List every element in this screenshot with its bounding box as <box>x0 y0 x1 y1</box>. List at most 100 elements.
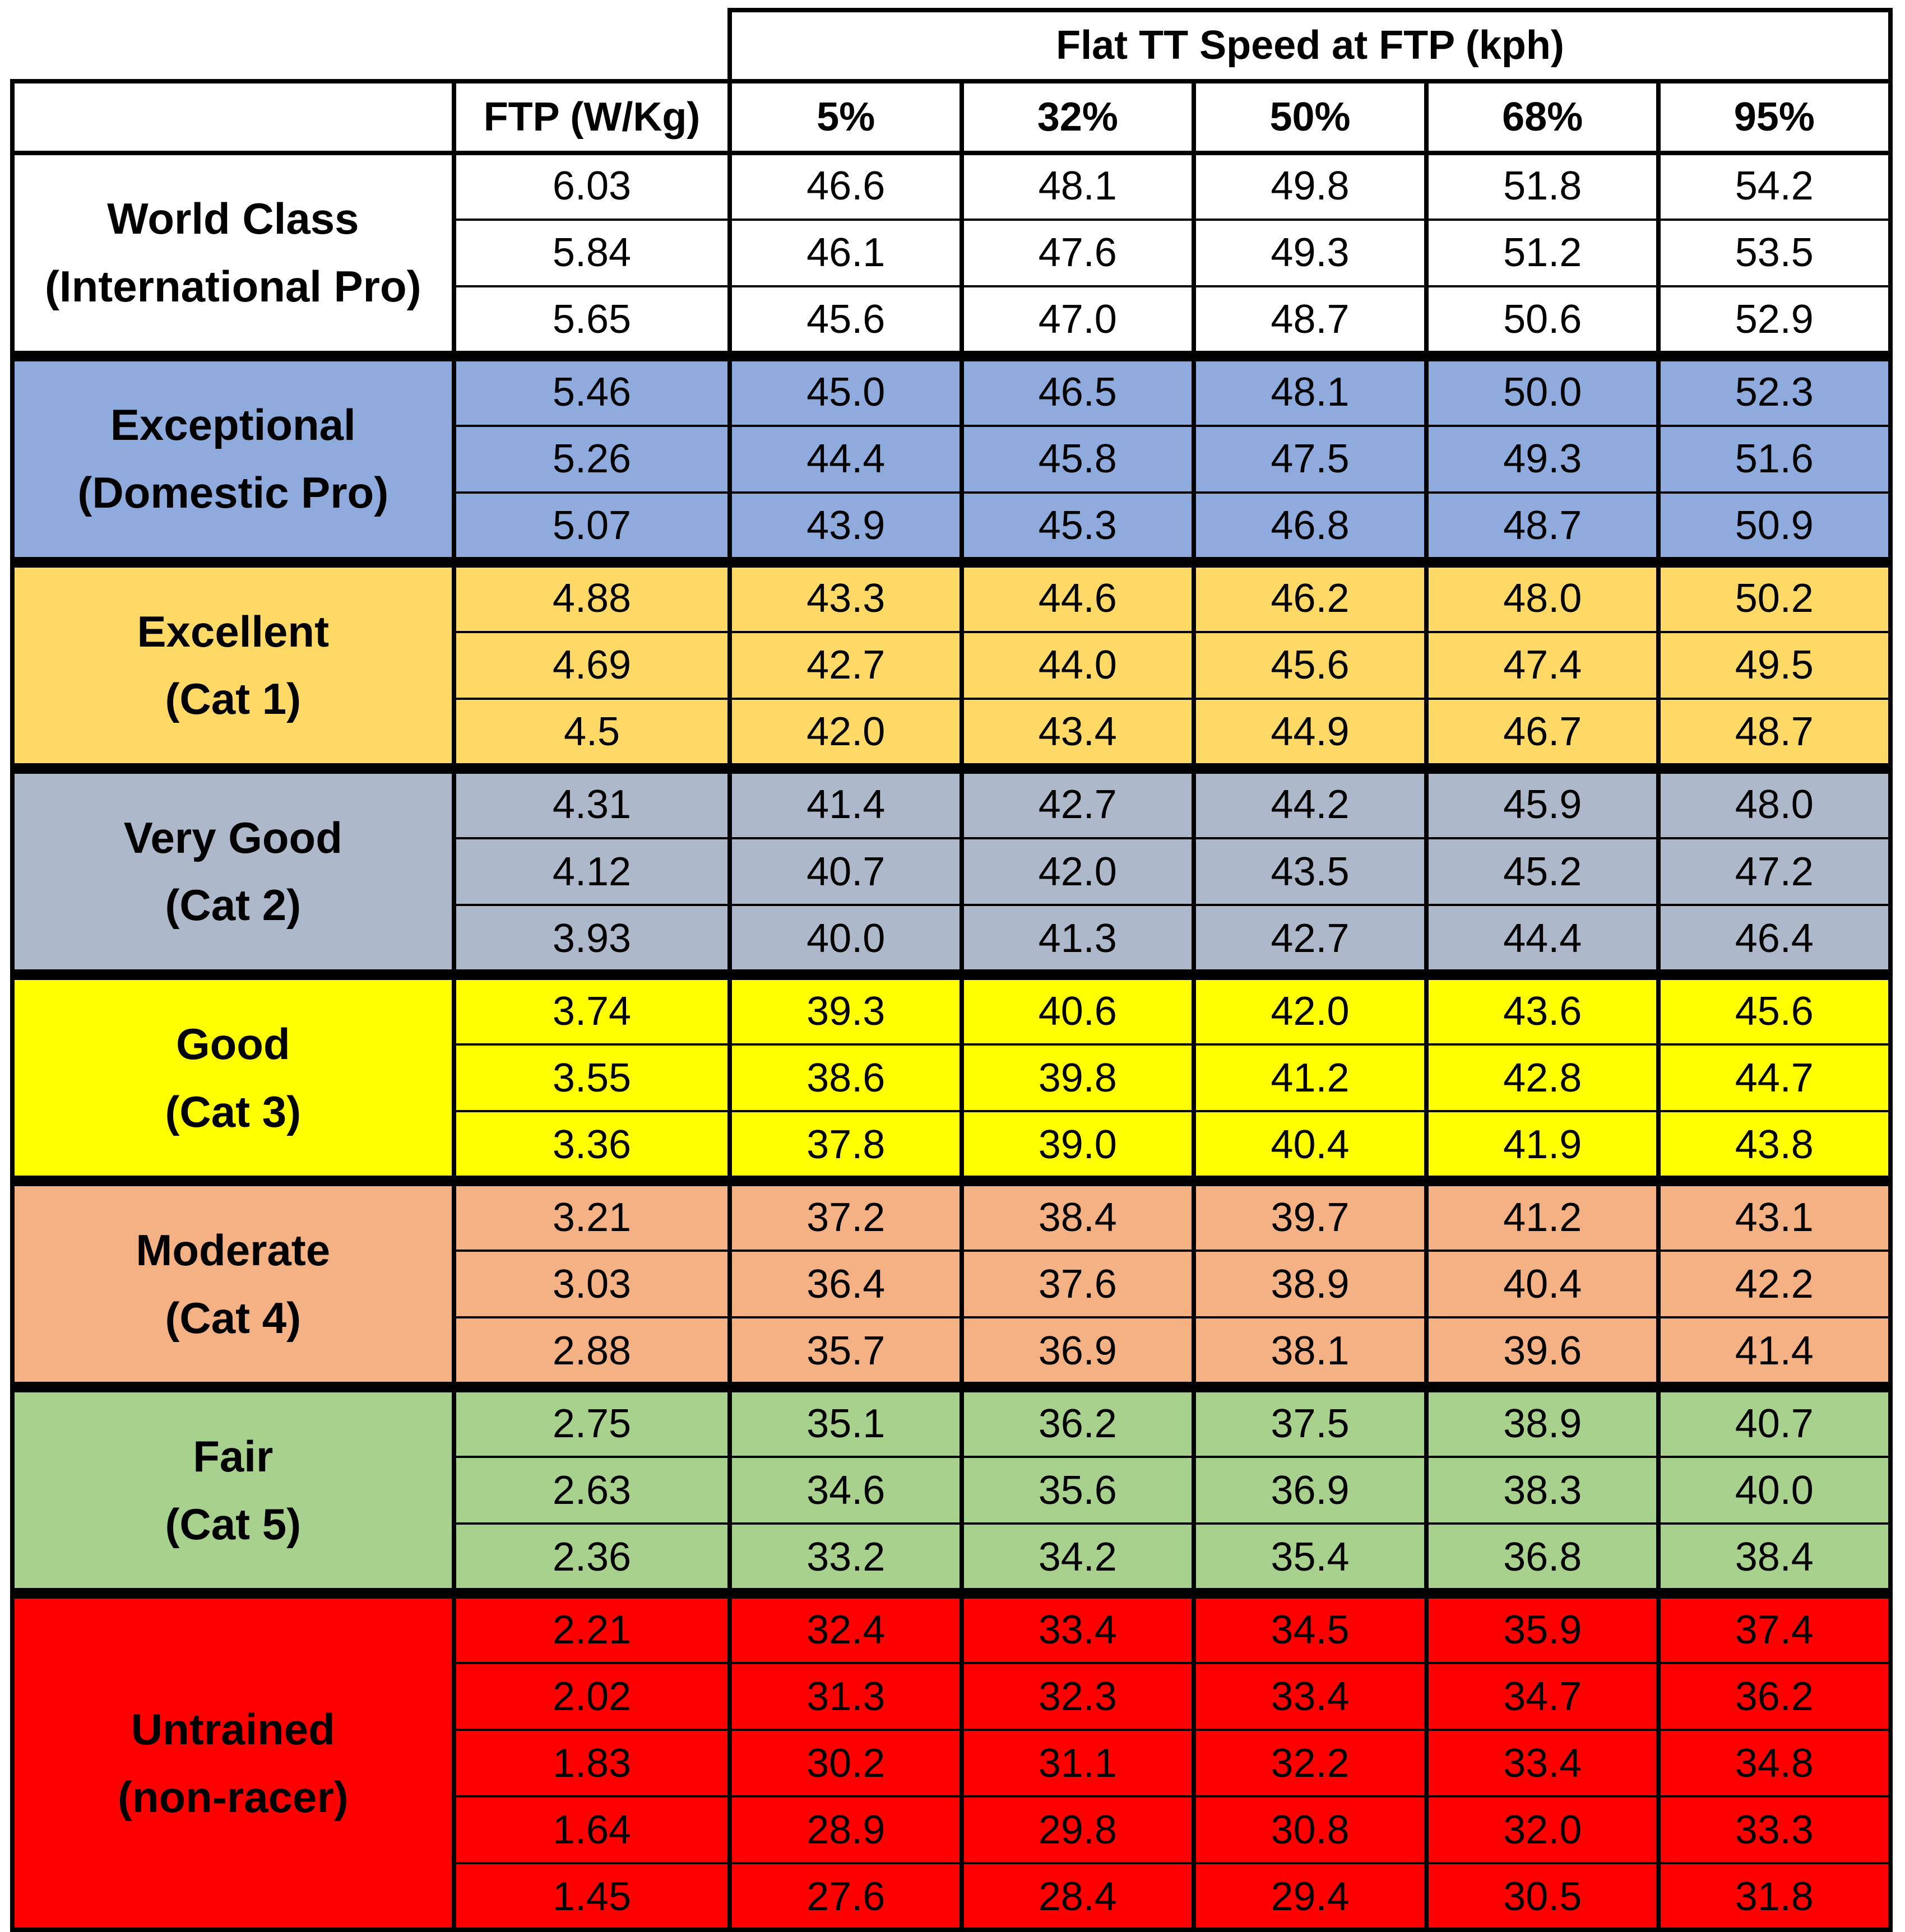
speed-value-cell: 47.0 <box>962 286 1194 353</box>
group-gap <box>10 559 1893 565</box>
category-label: Exceptional (Domestic Pro) <box>12 359 454 559</box>
speed-value-cell: 50.9 <box>1658 492 1890 559</box>
speed-value-cell: 42.0 <box>1193 978 1427 1045</box>
speed-value-cell: 46.1 <box>730 219 962 286</box>
speed-value-cell: 34.5 <box>1193 1596 1427 1664</box>
ftp-value-cell: 3.03 <box>453 1251 730 1318</box>
speed-value-cell: 43.3 <box>730 565 962 632</box>
speed-value-cell: 30.8 <box>1193 1796 1427 1864</box>
ftp-value-cell: 1.64 <box>453 1796 730 1864</box>
speed-value-cell: 38.4 <box>1658 1524 1890 1591</box>
speed-value-cell: 44.6 <box>962 565 1194 632</box>
column-header-percentile: 68% <box>1502 94 1583 140</box>
ftp-value-cell: 2.36 <box>453 1524 730 1591</box>
ftp-value-cell: 1.83 <box>453 1730 730 1797</box>
speed-value-cell: 36.2 <box>1658 1663 1890 1730</box>
speed-value-cell: 54.2 <box>1658 152 1890 220</box>
speed-value-cell: 44.0 <box>962 631 1194 699</box>
row-divider <box>453 1110 1890 1113</box>
group-gap <box>10 1384 1893 1391</box>
speed-value-cell: 42.7 <box>962 771 1194 838</box>
ftp-value-cell: 5.46 <box>453 359 730 426</box>
speed-value-cell: 43.5 <box>1193 838 1427 905</box>
speed-value-cell: 46.6 <box>730 152 962 220</box>
row-divider <box>453 1456 1890 1459</box>
speed-value-cell: 42.0 <box>730 698 962 765</box>
speed-value-cell: 40.6 <box>962 978 1194 1045</box>
table-title: Flat TT Speed at FTP (kph) <box>1056 23 1564 68</box>
speed-value-cell: 34.2 <box>962 1524 1194 1591</box>
group-gap <box>10 1590 1893 1597</box>
speed-value-cell: 52.9 <box>1658 286 1890 353</box>
speed-value-cell: 41.2 <box>1426 1184 1658 1251</box>
group-gap <box>10 972 1893 978</box>
speed-value-cell: 51.8 <box>1426 152 1658 220</box>
speed-value-cell: 32.0 <box>1426 1796 1658 1864</box>
speed-value-cell: 28.4 <box>962 1863 1194 1930</box>
column-header-percentile: 5% <box>817 94 875 140</box>
speed-value-cell: 31.3 <box>730 1663 962 1730</box>
group-border-top <box>10 150 1893 155</box>
speed-value-cell: 46.7 <box>1426 698 1658 765</box>
speed-value-cell: 38.1 <box>1193 1317 1427 1385</box>
ftp-value-cell: 5.07 <box>453 492 730 559</box>
ftp-value-cell: 4.5 <box>453 698 730 765</box>
speed-value-cell: 48.0 <box>1658 771 1890 838</box>
speed-value-cell: 41.4 <box>730 771 962 838</box>
ftp-value-cell: 2.88 <box>453 1317 730 1385</box>
speed-value-cell: 49.8 <box>1193 152 1427 220</box>
row-divider <box>453 1250 1890 1252</box>
group-border-top <box>10 976 1893 981</box>
speed-value-cell: 37.5 <box>1193 1390 1427 1457</box>
speed-value-cell: 29.4 <box>1193 1863 1427 1930</box>
speed-value-cell: 40.0 <box>730 905 962 972</box>
speed-value-cell: 38.4 <box>962 1184 1194 1251</box>
speed-value-cell: 48.1 <box>1193 359 1427 426</box>
group-gap <box>10 1178 1893 1185</box>
speed-value-cell: 36.9 <box>1193 1457 1427 1524</box>
title-border-right <box>1888 7 1893 84</box>
ftp-value-cell: 5.84 <box>453 219 730 286</box>
speed-value-cell: 37.8 <box>730 1111 962 1178</box>
speed-value-cell: 42.0 <box>962 838 1194 905</box>
speed-value-cell: 34.6 <box>730 1457 962 1524</box>
group-gap <box>10 765 1893 772</box>
ftp-value-cell: 3.93 <box>453 905 730 972</box>
speed-value-cell: 48.0 <box>1426 565 1658 632</box>
ftp-value-cell: 2.63 <box>453 1457 730 1524</box>
row-divider <box>453 1043 1890 1046</box>
speed-value-cell: 36.2 <box>962 1390 1194 1457</box>
ftp-value-cell: 5.65 <box>453 286 730 353</box>
column-divider <box>1424 79 1429 1932</box>
speed-value-cell: 43.9 <box>730 492 962 559</box>
speed-value-cell: 35.6 <box>962 1457 1194 1524</box>
row-divider <box>453 1522 1890 1525</box>
column-header-percentile: 95% <box>1733 94 1815 140</box>
speed-value-cell: 33.4 <box>962 1596 1194 1664</box>
speed-value-cell: 30.5 <box>1426 1863 1658 1930</box>
speed-value-cell: 52.3 <box>1658 359 1890 426</box>
speed-value-cell: 39.6 <box>1426 1317 1658 1385</box>
row-divider <box>453 904 1890 907</box>
category-label: Fair (Cat 5) <box>12 1390 454 1591</box>
speed-value-cell: 32.4 <box>730 1596 962 1664</box>
speed-value-cell: 37.2 <box>730 1184 962 1251</box>
speed-value-cell: 44.4 <box>730 425 962 493</box>
row-divider <box>453 837 1890 839</box>
speed-value-cell: 42.7 <box>730 631 962 699</box>
speed-value-cell: 33.2 <box>730 1524 962 1591</box>
group-gap <box>10 352 1893 359</box>
column-divider <box>960 79 964 1932</box>
ftp-value-cell: 5.26 <box>453 425 730 493</box>
speed-value-cell: 47.5 <box>1193 425 1427 493</box>
speed-value-cell: 39.8 <box>962 1044 1194 1112</box>
ftp-value-cell: 2.02 <box>453 1663 730 1730</box>
speed-value-cell: 49.5 <box>1658 631 1890 699</box>
speed-value-cell: 49.3 <box>1426 425 1658 493</box>
ftp-value-cell: 3.36 <box>453 1111 730 1178</box>
title-border-top <box>727 7 1893 12</box>
column-header-percentile: 32% <box>1037 94 1118 140</box>
row-divider <box>453 218 1890 221</box>
speed-value-cell: 51.2 <box>1426 219 1658 286</box>
